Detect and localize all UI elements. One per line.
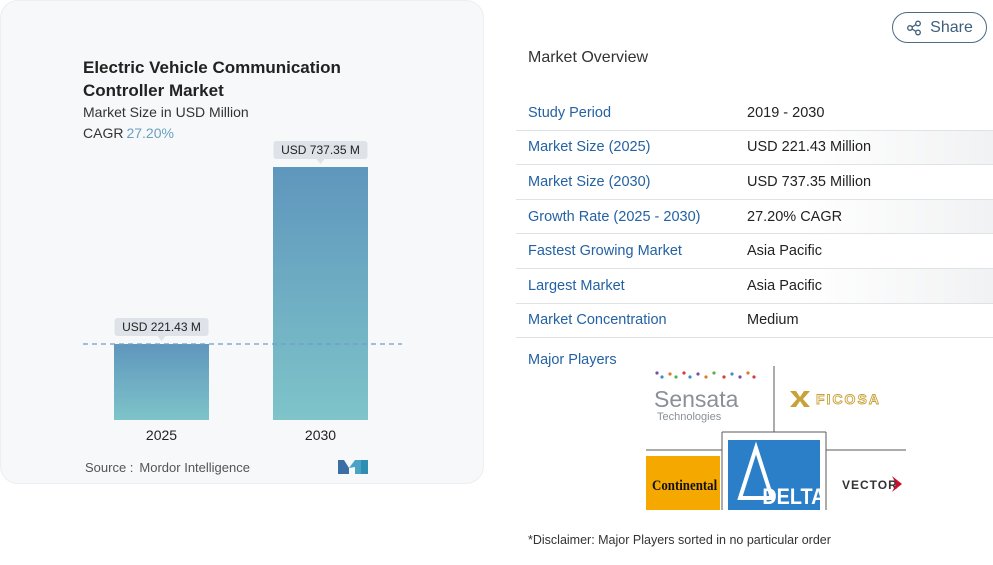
- mordor-logo-icon: [338, 460, 368, 474]
- x-tick-label: 2030: [305, 427, 336, 443]
- cagr-label: CAGR: [83, 125, 124, 141]
- overview-key[interactable]: Market Concentration: [528, 312, 667, 329]
- overview-value: 2019 - 2030: [747, 104, 825, 121]
- sensata-subtitle: Technologies: [657, 411, 722, 423]
- chart-subtitle: Market Size in USD Million: [83, 104, 249, 120]
- overview-value: USD 737.35 Million: [747, 173, 872, 190]
- overview-value: USD 221.43 Million: [747, 139, 872, 156]
- overview-row: Fastest Growing Market Asia Pacific: [516, 234, 993, 269]
- bar-2030: [273, 167, 368, 420]
- disclaimer: *Disclaimer: Major Players sorted in no …: [528, 533, 831, 547]
- data-label: USD 737.35 M: [281, 143, 360, 157]
- overview-table: Study Period 2019 - 2030 Market Size (20…: [516, 96, 993, 339]
- overview-row: Market Concentration Medium: [516, 304, 993, 339]
- continental-logo: Continental: [646, 456, 720, 510]
- ficosa-wordmark: FICOSA: [816, 391, 881, 407]
- overview-key[interactable]: Market Size (2030): [528, 173, 651, 190]
- overview-key[interactable]: Study Period: [528, 104, 612, 121]
- data-label-box: [114, 318, 209, 337]
- bar-2025: [114, 344, 209, 420]
- overview-row: Largest Market Asia Pacific: [516, 268, 993, 304]
- chart-card: Electric Vehicle Communication Controlle…: [0, 0, 484, 484]
- overview-row: Market Size (2030) USD 737.35 Million: [516, 165, 993, 200]
- data-label: USD 221.43 M: [122, 320, 201, 334]
- source-label: Source :: [85, 460, 134, 475]
- chart-title: Electric Vehicle Communication Controlle…: [83, 58, 341, 100]
- overview-row: Growth Rate (2025 - 2030) 27.20% CAGR: [516, 199, 993, 235]
- source-line: Source : Mordor Intelligence: [85, 460, 250, 475]
- share-icon: [907, 20, 922, 35]
- vector-logo: VECTOR: [842, 476, 902, 492]
- ficosa-logo: FICOSA: [790, 391, 881, 407]
- sensata-logo: Sensata Technologies: [654, 371, 756, 423]
- continental-wordmark: Continental: [652, 478, 717, 494]
- overview-row: Study Period 2019 - 2030: [516, 96, 993, 131]
- delta-logo: DELTA: [728, 440, 825, 510]
- major-players-logos: Sensata Technologies FICOSA Continental …: [646, 366, 906, 510]
- overview-value: Asia Pacific: [747, 277, 822, 294]
- source-value: Mordor Intelligence: [139, 460, 250, 475]
- x-tick-label: 2025: [146, 427, 177, 443]
- overview-key[interactable]: Largest Market: [528, 277, 625, 294]
- data-label-pointer: [157, 336, 166, 342]
- overview-row: Market Size (2025) USD 221.43 Million: [516, 130, 993, 166]
- data-label-box: [273, 141, 368, 159]
- overview-value: Medium: [747, 312, 799, 329]
- cagr-value: 27.20%: [126, 125, 174, 141]
- bar-chart: USD 221.43 M 2025 USD 737.35 M 2030: [83, 141, 402, 443]
- delta-wordmark: DELTA: [762, 485, 825, 509]
- major-players-label[interactable]: Major Players: [528, 352, 617, 368]
- cagr-line: CAGR 27.20%: [83, 125, 174, 141]
- overview-key[interactable]: Fastest Growing Market: [528, 243, 682, 260]
- share-label: Share: [930, 18, 973, 36]
- overview-value: Asia Pacific: [747, 243, 822, 260]
- vector-wordmark: VECTOR: [842, 478, 898, 492]
- share-button[interactable]: Share: [892, 12, 987, 43]
- overview-key[interactable]: Growth Rate (2025 - 2030): [528, 208, 701, 225]
- overview-key[interactable]: Market Size (2025): [528, 139, 651, 156]
- overview-title: Market Overview: [528, 49, 649, 66]
- overview-value: 27.20% CAGR: [747, 208, 843, 225]
- sensata-wordmark: Sensata: [654, 386, 739, 412]
- data-label-pointer: [316, 159, 325, 164]
